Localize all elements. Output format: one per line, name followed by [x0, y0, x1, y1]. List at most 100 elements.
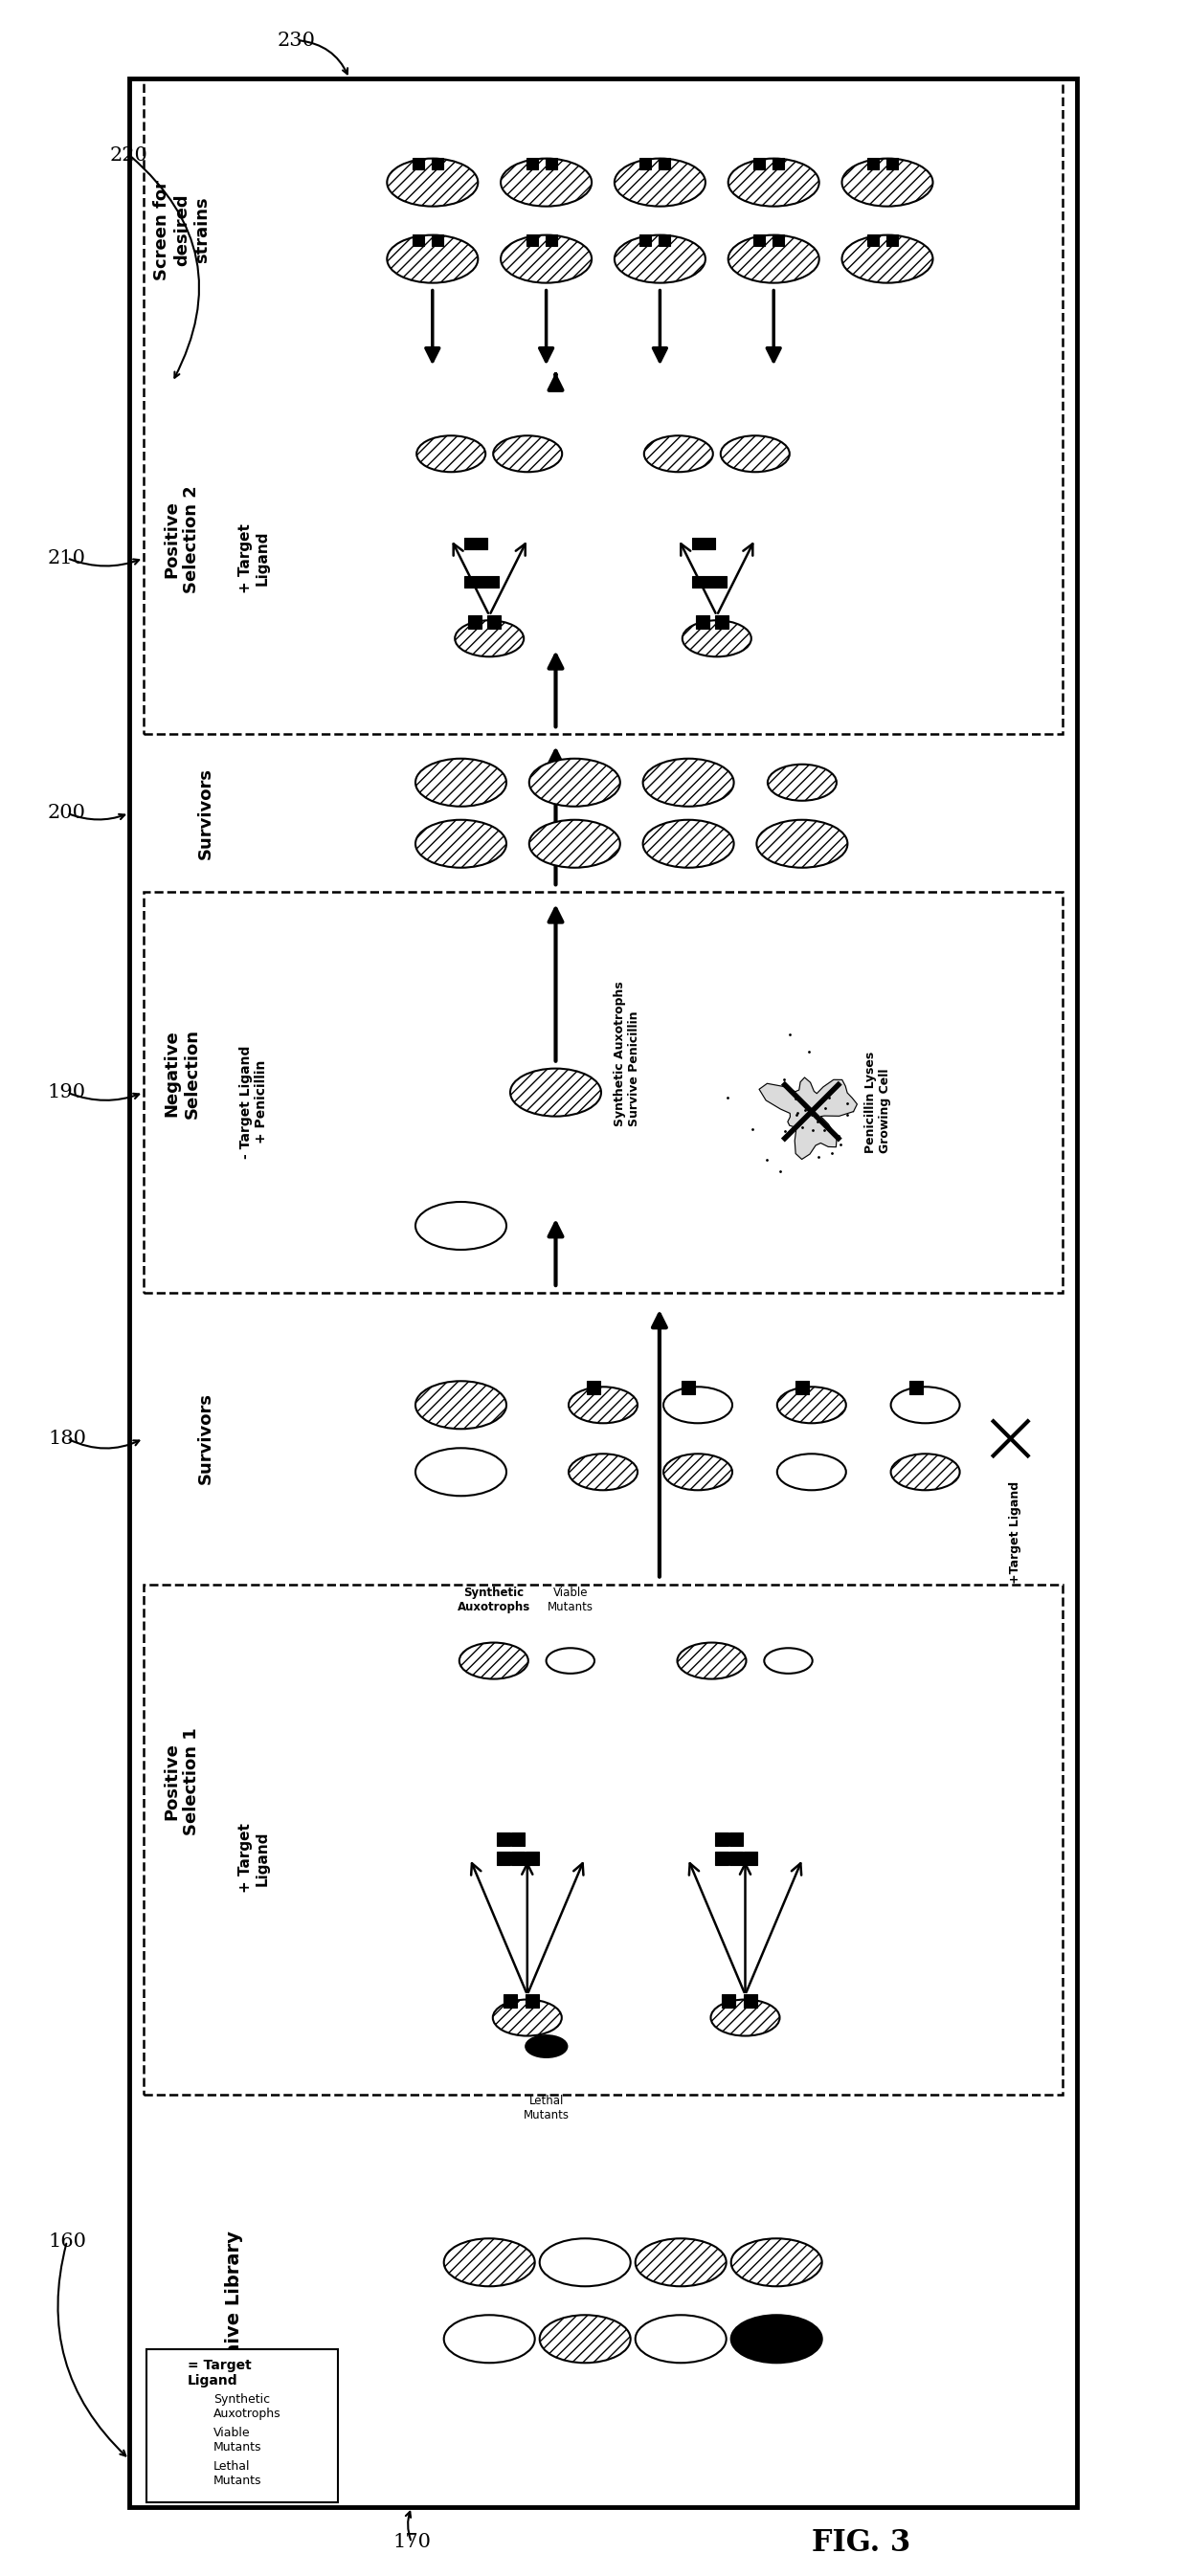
Ellipse shape	[493, 435, 563, 471]
Text: Naive Library: Naive Library	[226, 2231, 243, 2370]
Text: Lethal
Mutants: Lethal Mutants	[523, 2094, 570, 2120]
Text: 180: 180	[47, 1430, 87, 1448]
Ellipse shape	[842, 234, 933, 283]
Bar	[476, 538, 488, 549]
Bar	[681, 1381, 694, 1394]
Text: 220: 220	[110, 147, 148, 165]
Text: Negative
Selection: Negative Selection	[164, 1028, 201, 1118]
Bar	[692, 577, 704, 587]
Ellipse shape	[756, 819, 848, 868]
Bar	[526, 234, 538, 245]
Ellipse shape	[526, 2035, 567, 2058]
Ellipse shape	[683, 621, 751, 657]
Ellipse shape	[664, 1453, 732, 1489]
Bar	[432, 157, 443, 170]
Bar	[144, 77, 1062, 734]
Bar	[795, 1381, 808, 1394]
Ellipse shape	[890, 1453, 960, 1489]
Ellipse shape	[415, 1448, 507, 1497]
Text: Lethal
Mutants: Lethal Mutants	[214, 2460, 262, 2486]
Bar	[526, 1852, 539, 1865]
Ellipse shape	[643, 819, 734, 868]
Ellipse shape	[415, 1203, 507, 1249]
Ellipse shape	[387, 160, 478, 206]
Text: Viable
Mutants: Viable Mutants	[214, 2427, 262, 2452]
Bar	[488, 616, 501, 629]
Bar	[773, 234, 785, 245]
Bar	[754, 234, 766, 245]
Text: Screen for
desired
strains: Screen for desired strains	[153, 180, 210, 281]
Bar	[160, 2365, 180, 2383]
Ellipse shape	[501, 234, 591, 283]
Ellipse shape	[643, 757, 734, 806]
Text: Synthetic
Auxotrophs: Synthetic Auxotrophs	[214, 2393, 281, 2419]
Ellipse shape	[764, 1649, 812, 1674]
Polygon shape	[760, 1077, 857, 1159]
Bar	[640, 157, 652, 170]
Bar	[496, 1852, 510, 1865]
Text: Penicillin Lyses
Growing Cell: Penicillin Lyses Growing Cell	[864, 1051, 891, 1154]
Bar	[464, 577, 476, 587]
Ellipse shape	[540, 2316, 630, 2362]
Bar	[146, 2349, 338, 2501]
Bar	[144, 1584, 1062, 2094]
Ellipse shape	[455, 621, 523, 657]
Text: 190: 190	[47, 1084, 87, 1103]
Bar	[496, 1832, 510, 1847]
Ellipse shape	[417, 435, 485, 471]
Text: Survivors: Survivors	[197, 768, 215, 858]
Bar	[887, 157, 897, 170]
Ellipse shape	[664, 1386, 732, 1422]
Ellipse shape	[493, 1999, 561, 2035]
Bar	[526, 157, 538, 170]
Bar	[476, 577, 488, 587]
Bar	[715, 1852, 728, 1865]
Bar	[503, 1994, 516, 2007]
Text: 230: 230	[278, 31, 316, 49]
Ellipse shape	[159, 2393, 205, 2419]
Bar	[412, 234, 424, 245]
Ellipse shape	[415, 757, 507, 806]
Ellipse shape	[645, 435, 713, 471]
Text: Positive
Selection 2: Positive Selection 2	[164, 484, 201, 592]
Text: 160: 160	[47, 2231, 87, 2251]
Bar	[743, 1994, 757, 2007]
Bar	[704, 538, 715, 549]
Ellipse shape	[777, 1453, 846, 1489]
Bar	[729, 1852, 742, 1865]
Ellipse shape	[731, 2239, 821, 2287]
Bar	[692, 538, 704, 549]
Text: 200: 200	[47, 804, 87, 822]
Ellipse shape	[444, 2316, 535, 2362]
Bar	[659, 234, 671, 245]
Text: Survivors: Survivors	[197, 1394, 215, 1484]
Bar	[868, 157, 878, 170]
Bar	[696, 616, 709, 629]
Ellipse shape	[159, 2460, 205, 2486]
Bar	[469, 616, 482, 629]
Bar	[640, 234, 652, 245]
Bar	[144, 891, 1062, 1293]
Bar	[754, 157, 766, 170]
Ellipse shape	[501, 160, 591, 206]
Ellipse shape	[728, 234, 819, 283]
Bar	[729, 1832, 742, 1847]
Bar	[868, 234, 878, 245]
Bar	[715, 616, 729, 629]
Ellipse shape	[546, 1649, 595, 1674]
Ellipse shape	[415, 819, 507, 868]
Ellipse shape	[615, 160, 705, 206]
Ellipse shape	[777, 1386, 846, 1422]
Ellipse shape	[721, 435, 789, 471]
Ellipse shape	[569, 1453, 637, 1489]
Bar	[432, 234, 443, 245]
Ellipse shape	[678, 1643, 747, 1680]
Ellipse shape	[728, 160, 819, 206]
Bar	[586, 1381, 601, 1394]
Bar	[526, 1994, 539, 2007]
Ellipse shape	[842, 160, 933, 206]
Ellipse shape	[387, 234, 478, 283]
Ellipse shape	[890, 1386, 960, 1422]
Text: Viable
Mutants: Viable Mutants	[547, 1587, 594, 1613]
Bar	[743, 1852, 757, 1865]
